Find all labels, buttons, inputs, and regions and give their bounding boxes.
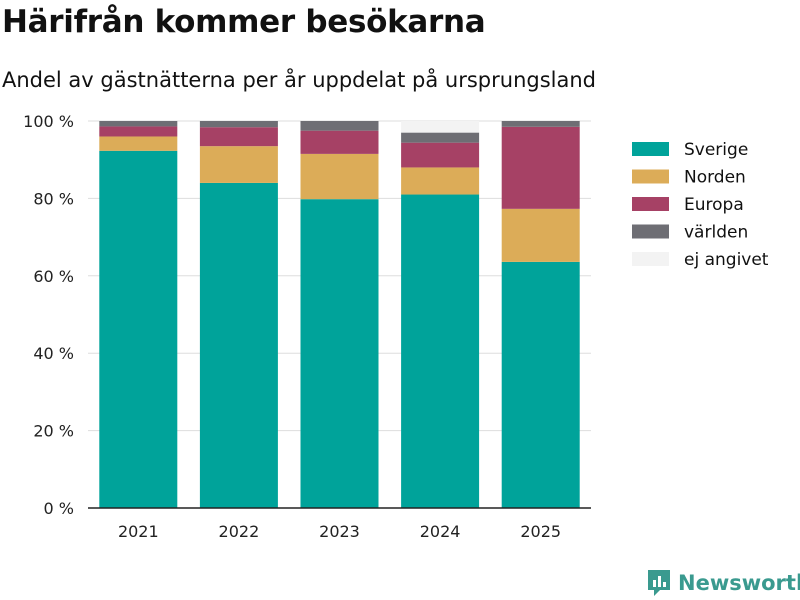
legend-swatch xyxy=(632,224,669,239)
bar-segment xyxy=(401,121,480,133)
legend-label: Europa xyxy=(684,195,744,215)
x-tick-label: 2023 xyxy=(319,522,360,541)
bar-segment xyxy=(99,150,178,508)
bar-segment xyxy=(501,121,580,127)
bar-segment xyxy=(199,146,278,183)
y-tick-label: 20 % xyxy=(33,422,74,441)
bar-segment xyxy=(99,126,178,137)
newsworthy-logo-icon xyxy=(648,570,670,596)
legend-swatch xyxy=(632,252,669,266)
bar-segment xyxy=(300,130,379,154)
bar-segment xyxy=(99,121,178,127)
x-tick-label: 2022 xyxy=(219,522,260,541)
legend-label: Sverige xyxy=(684,140,748,160)
bar-segment xyxy=(401,167,480,195)
chart-subtitle: Andel av gästnätterna per år uppdelat på… xyxy=(2,68,596,92)
y-tick-label: 100 % xyxy=(23,112,74,131)
legend-swatch xyxy=(632,197,669,211)
bar-segment xyxy=(401,194,480,508)
newsworthy-logo: Newsworthy xyxy=(646,568,800,598)
y-tick-label: 80 % xyxy=(33,189,74,208)
bar-segment xyxy=(401,142,480,168)
bar-segment xyxy=(199,121,278,128)
bar-segment xyxy=(501,126,580,209)
bar-segment xyxy=(300,199,379,508)
legend-label: Norden xyxy=(684,168,746,188)
bar-segment xyxy=(300,153,379,200)
axes: 0 % 20 % 40 % 60 % 80 % 100 % 2021 2022 2023 2024… xyxy=(23,112,591,541)
bar-segment xyxy=(199,182,278,509)
legend-swatch xyxy=(632,169,669,184)
legend-label: världen xyxy=(684,223,748,243)
legend-label: ej angivet xyxy=(684,250,769,270)
bar-segment xyxy=(401,132,480,143)
bar-segment xyxy=(300,121,379,131)
x-tick-label: 2025 xyxy=(520,522,561,541)
x-tick-label: 2024 xyxy=(420,522,461,541)
brand-name: Newsworthy xyxy=(678,571,800,595)
bar-segment xyxy=(199,127,278,147)
y-tick-label: 40 % xyxy=(33,344,74,363)
legend: Sverige Norden Europa världen ej angivet xyxy=(632,140,769,270)
bar-segment xyxy=(501,261,580,508)
bar-segment xyxy=(501,208,580,262)
y-tick-label: 60 % xyxy=(33,267,74,286)
x-tick-label: 2021 xyxy=(118,522,159,541)
bars xyxy=(99,121,580,509)
chart-title: Härifrån kommer besökarna xyxy=(2,4,486,40)
bar-segment xyxy=(99,136,178,151)
legend-swatch xyxy=(632,142,669,156)
y-tick-label: 0 % xyxy=(44,499,74,518)
